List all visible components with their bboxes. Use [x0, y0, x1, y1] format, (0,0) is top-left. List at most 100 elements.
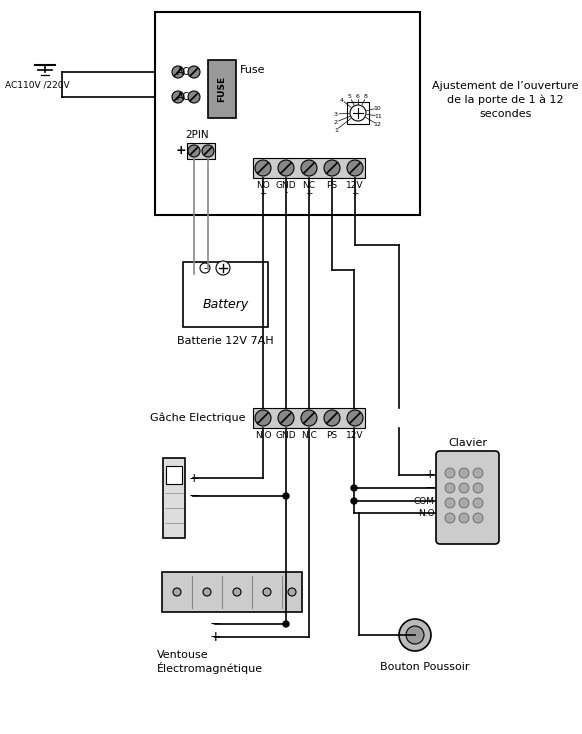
Circle shape	[459, 498, 469, 508]
Text: N.O: N.O	[418, 509, 435, 517]
Circle shape	[200, 263, 210, 273]
Circle shape	[347, 160, 363, 176]
Text: 8: 8	[364, 95, 368, 100]
Text: -: -	[285, 189, 288, 197]
Text: Gâche Electrique: Gâche Electrique	[150, 413, 245, 424]
Text: 2: 2	[334, 120, 338, 125]
Text: 1: 1	[334, 128, 338, 133]
Circle shape	[445, 513, 455, 523]
Circle shape	[473, 483, 483, 493]
Text: AC: AC	[177, 92, 190, 102]
Circle shape	[263, 588, 271, 596]
Bar	[163, 458, 185, 538]
Circle shape	[324, 410, 340, 426]
Circle shape	[216, 261, 230, 275]
Text: NC: NC	[303, 181, 315, 189]
Text: +: +	[424, 468, 435, 482]
Text: +: +	[305, 189, 313, 197]
Circle shape	[347, 410, 363, 426]
Text: +: +	[352, 189, 359, 197]
Circle shape	[459, 513, 469, 523]
Circle shape	[459, 483, 469, 493]
Circle shape	[445, 468, 455, 478]
Circle shape	[278, 160, 294, 176]
Text: Fuse: Fuse	[240, 65, 265, 75]
Text: 12V: 12V	[346, 181, 364, 189]
Text: N.C: N.C	[301, 431, 317, 440]
Text: 11: 11	[374, 114, 382, 118]
Bar	[155, 12, 420, 215]
Bar	[187, 143, 215, 159]
Bar	[347, 102, 369, 124]
Text: Battery: Battery	[203, 298, 249, 310]
Text: +: +	[189, 471, 200, 484]
Text: −: −	[424, 482, 435, 495]
Circle shape	[188, 66, 200, 78]
Circle shape	[202, 145, 214, 157]
Bar	[183, 262, 268, 327]
Circle shape	[288, 588, 296, 596]
Circle shape	[445, 483, 455, 493]
Circle shape	[473, 513, 483, 523]
FancyBboxPatch shape	[436, 451, 499, 544]
Text: N.O: N.O	[255, 431, 271, 440]
Text: GND: GND	[276, 181, 296, 189]
Circle shape	[172, 66, 184, 78]
Circle shape	[188, 91, 200, 103]
Circle shape	[399, 619, 431, 651]
Text: 2PIN: 2PIN	[185, 130, 209, 140]
Circle shape	[255, 410, 271, 426]
Circle shape	[459, 468, 469, 478]
Circle shape	[445, 498, 455, 508]
Text: AC110V /220V: AC110V /220V	[5, 81, 70, 90]
Circle shape	[278, 410, 294, 426]
Text: 10: 10	[373, 106, 381, 111]
Circle shape	[324, 160, 340, 176]
Text: 12V: 12V	[346, 431, 364, 440]
Bar	[162, 572, 302, 612]
Circle shape	[350, 105, 366, 121]
Text: GND: GND	[276, 431, 296, 440]
Text: 4: 4	[340, 98, 344, 103]
Circle shape	[173, 588, 181, 596]
Circle shape	[283, 493, 289, 499]
Text: COM: COM	[414, 496, 435, 506]
Circle shape	[188, 145, 200, 157]
Circle shape	[351, 498, 357, 504]
Circle shape	[301, 410, 317, 426]
Text: Batterie 12V 7AH: Batterie 12V 7AH	[177, 336, 274, 346]
Circle shape	[283, 621, 289, 627]
Text: −: −	[210, 617, 221, 631]
Text: +: +	[259, 189, 267, 197]
Circle shape	[473, 468, 483, 478]
Bar	[253, 158, 365, 178]
Circle shape	[172, 91, 184, 103]
Circle shape	[233, 588, 241, 596]
Text: +: +	[176, 145, 186, 158]
Bar	[253, 408, 365, 428]
Text: −: −	[189, 489, 201, 503]
Circle shape	[406, 626, 424, 644]
Text: FUSE: FUSE	[218, 76, 226, 102]
Text: Ventouse
Électromagnétique: Ventouse Électromagnétique	[157, 650, 263, 674]
Text: NO: NO	[256, 181, 270, 189]
Text: +: +	[210, 630, 221, 644]
Text: 5: 5	[348, 95, 352, 100]
Text: Bouton Poussoir: Bouton Poussoir	[380, 662, 470, 672]
Text: PS: PS	[327, 181, 338, 189]
Text: Clavier: Clavier	[448, 438, 487, 448]
Bar	[208, 60, 236, 118]
Text: Ajustement de l’ouverture
de la porte de 1 à 12
secondes: Ajustement de l’ouverture de la porte de…	[432, 81, 579, 119]
Text: 3: 3	[334, 112, 338, 117]
Circle shape	[473, 498, 483, 508]
Text: AC: AC	[177, 67, 190, 77]
Text: 12: 12	[373, 122, 381, 126]
Text: -: -	[203, 263, 207, 273]
Text: 6: 6	[356, 93, 360, 98]
Circle shape	[203, 588, 211, 596]
Text: PS: PS	[327, 431, 338, 440]
Circle shape	[301, 160, 317, 176]
Circle shape	[255, 160, 271, 176]
Circle shape	[351, 485, 357, 491]
Bar	[166, 466, 182, 484]
